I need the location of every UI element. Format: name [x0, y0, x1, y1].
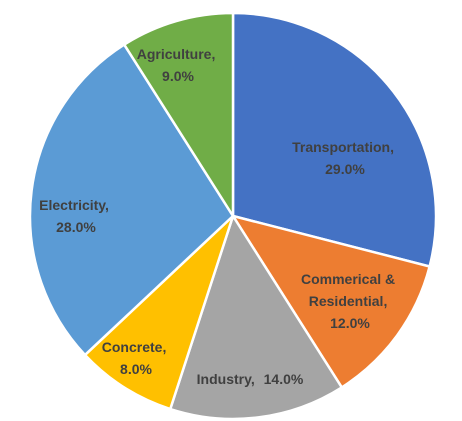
slice-label-transportation: Transportation, 29.0% — [292, 139, 398, 177]
slices-layer — [28, 11, 438, 421]
labels-layer: Transportation, 29.0% Commerical & Resid… — [39, 46, 399, 387]
slice-label-transportation-name: Transportation, — [292, 139, 394, 155]
slice-label-industry-name: Industry, — [197, 371, 255, 387]
slice-industry — [168, 213, 344, 421]
slice-label-industry-value: 14.0% — [264, 371, 304, 387]
slice-label-agriculture-value: 9.0% — [162, 68, 194, 84]
slice-transportation — [231, 11, 438, 269]
slice-label-industry: Industry, 14.0% — [197, 371, 304, 387]
slice-label-concrete-name: Concrete, — [102, 339, 167, 355]
slice-electricity — [28, 42, 235, 357]
slice-label-commerical-residential-value: 12.0% — [330, 315, 370, 331]
slice-label-agriculture-name: Agriculture, — [137, 46, 216, 62]
slice-label-concrete-value: 8.0% — [120, 361, 152, 377]
slice-agriculture — [122, 11, 235, 221]
slice-label-agriculture: Agriculture, 9.0% — [137, 46, 219, 84]
slice-label-concrete: Concrete, 8.0% — [102, 339, 170, 377]
slice-label-electricity-name: Electricity, — [39, 197, 109, 213]
slice-label-electricity: Electricity, 28.0% — [39, 197, 113, 235]
slice-label-transportation-value: 29.0% — [325, 161, 365, 177]
slice-label-commerical-residential-name-line1: Commerical & — [301, 271, 395, 287]
slice-label-electricity-value: 28.0% — [56, 219, 96, 235]
slice-concrete — [83, 215, 235, 411]
slice-label-commerical-residential: Commerical & Residential, 12.0% — [301, 271, 399, 331]
slice-label-commerical-residential-name-line2: Residential, — [309, 293, 388, 309]
slice-commerical-residential — [230, 214, 432, 390]
